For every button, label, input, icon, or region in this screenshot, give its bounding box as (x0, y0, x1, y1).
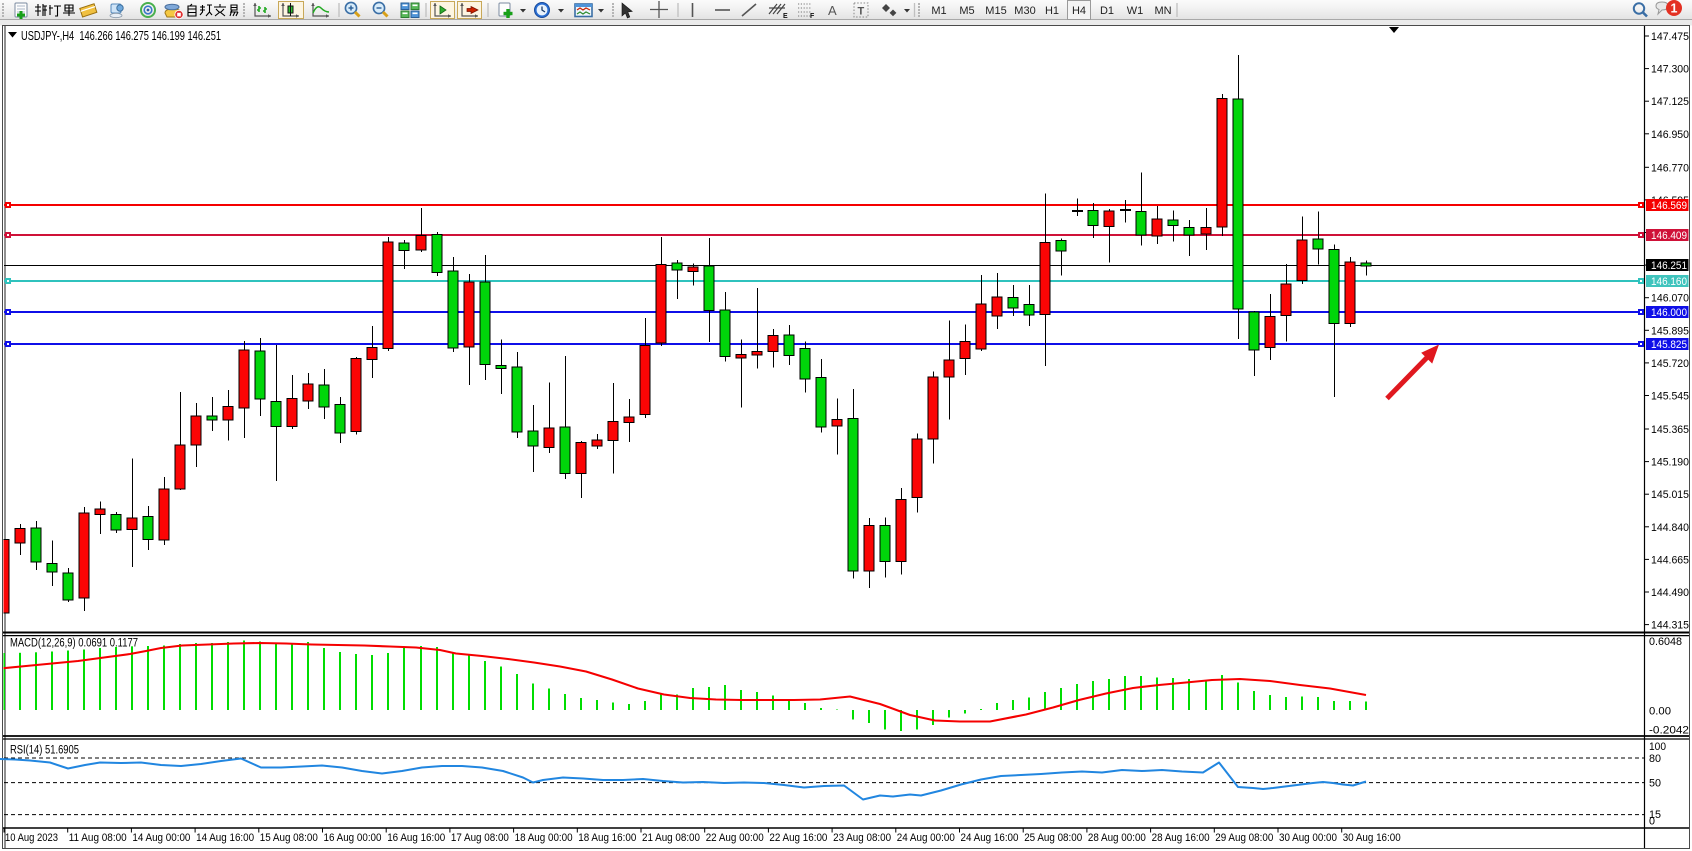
svg-text:W1: W1 (1127, 5, 1144, 17)
svg-text:RSI(14) 51.6905: RSI(14) 51.6905 (10, 745, 79, 757)
svg-text:145.365: 145.365 (1651, 424, 1689, 436)
svg-text:M15: M15 (985, 5, 1006, 17)
svg-text:H4: H4 (1072, 5, 1086, 17)
svg-text:29 Aug 08:00: 29 Aug 08:00 (1215, 832, 1273, 844)
svg-text:28 Aug 16:00: 28 Aug 16:00 (1152, 832, 1210, 844)
svg-text:14 Aug 16:00: 14 Aug 16:00 (196, 832, 254, 844)
svg-text:18 Aug 16:00: 18 Aug 16:00 (578, 832, 636, 844)
svg-text:145.545: 145.545 (1651, 391, 1689, 403)
svg-text:22 Aug 16:00: 22 Aug 16:00 (769, 832, 827, 844)
svg-text:A: A (828, 3, 837, 18)
svg-text:18 Aug 00:00: 18 Aug 00:00 (515, 832, 573, 844)
svg-text:146.251: 146.251 (1651, 260, 1687, 272)
svg-text:M5: M5 (959, 5, 974, 17)
svg-text:E: E (783, 13, 788, 20)
svg-text:10 Aug 2023: 10 Aug 2023 (5, 832, 58, 844)
svg-text:146.070: 146.070 (1651, 293, 1689, 305)
svg-text:50: 50 (1649, 778, 1661, 790)
svg-text:145.015: 145.015 (1651, 489, 1689, 501)
svg-text:30 Aug 16:00: 30 Aug 16:00 (1343, 832, 1401, 844)
svg-text:147.300: 147.300 (1651, 64, 1689, 76)
svg-text:147.125: 147.125 (1651, 96, 1689, 108)
svg-text:0: 0 (1649, 816, 1655, 828)
svg-text:22 Aug 00:00: 22 Aug 00:00 (706, 832, 764, 844)
svg-text:144.665: 144.665 (1651, 554, 1689, 566)
svg-text:145.895: 145.895 (1651, 325, 1689, 337)
svg-text:23 Aug 08:00: 23 Aug 08:00 (833, 832, 891, 844)
svg-text:F: F (810, 13, 815, 20)
svg-text:M1: M1 (931, 5, 946, 17)
svg-text:30 Aug 00:00: 30 Aug 00:00 (1279, 832, 1337, 844)
svg-text:145.720: 145.720 (1651, 358, 1689, 370)
svg-text:144.490: 144.490 (1651, 587, 1689, 599)
svg-text:T: T (858, 6, 865, 18)
svg-text:147.475: 147.475 (1651, 31, 1689, 43)
svg-text:80: 80 (1649, 753, 1661, 765)
svg-text:14 Aug 00:00: 14 Aug 00:00 (132, 832, 190, 844)
svg-text:17 Aug 08:00: 17 Aug 08:00 (451, 832, 509, 844)
svg-text:24 Aug 00:00: 24 Aug 00:00 (897, 832, 955, 844)
svg-text:USDJPY-,H4 146.266 146.275 14: USDJPY-,H4 146.266 146.275 146.199 146.2… (21, 29, 221, 43)
svg-text:21 Aug 08:00: 21 Aug 08:00 (642, 832, 700, 844)
svg-text:H1: H1 (1045, 5, 1059, 17)
svg-text:144.840: 144.840 (1651, 522, 1689, 534)
svg-text:146.569: 146.569 (1651, 200, 1687, 212)
svg-text:146.409: 146.409 (1651, 230, 1687, 242)
svg-text:146.000: 146.000 (1651, 307, 1687, 319)
svg-text:MN: MN (1154, 5, 1171, 17)
svg-text:16 Aug 16:00: 16 Aug 16:00 (387, 832, 445, 844)
svg-text:11 Aug 08:00: 11 Aug 08:00 (69, 832, 127, 844)
svg-text:15: 15 (1649, 809, 1661, 821)
svg-text:146.160: 146.160 (1651, 276, 1687, 288)
svg-text:MACD(12,26,9) 0.0691 0.1177: MACD(12,26,9) 0.0691 0.1177 (10, 638, 138, 650)
svg-text:145.825: 145.825 (1651, 339, 1687, 351)
svg-text:15 Aug 08:00: 15 Aug 08:00 (260, 832, 318, 844)
svg-text:144.315: 144.315 (1651, 620, 1689, 632)
svg-text:1: 1 (1671, 2, 1678, 16)
svg-text:16 Aug 00:00: 16 Aug 00:00 (324, 832, 382, 844)
svg-text:145.190: 145.190 (1651, 457, 1689, 469)
svg-text:146.950: 146.950 (1651, 129, 1689, 141)
svg-text:100: 100 (1649, 741, 1666, 753)
svg-text:28 Aug 00:00: 28 Aug 00:00 (1088, 832, 1146, 844)
svg-text:24 Aug 16:00: 24 Aug 16:00 (961, 832, 1019, 844)
svg-text:M30: M30 (1014, 5, 1035, 17)
svg-text:0.00: 0.00 (1649, 706, 1671, 718)
svg-text:0.6048: 0.6048 (1649, 636, 1682, 648)
svg-text:25 Aug 08:00: 25 Aug 08:00 (1024, 832, 1082, 844)
svg-text:146.770: 146.770 (1651, 162, 1689, 174)
svg-text:D1: D1 (1100, 5, 1114, 17)
svg-text:-0.2042: -0.2042 (1649, 725, 1689, 737)
